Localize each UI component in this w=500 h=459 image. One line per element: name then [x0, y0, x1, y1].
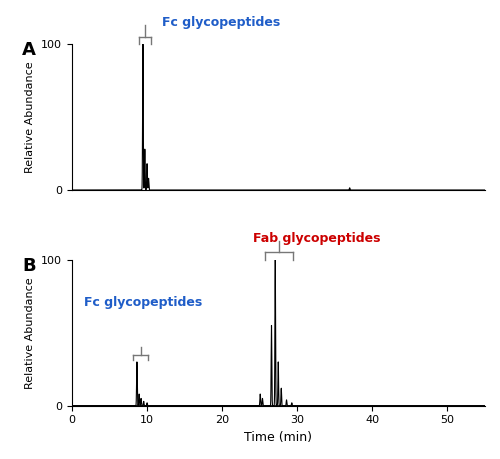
Text: Fc glycopeptides: Fc glycopeptides: [162, 17, 280, 29]
Text: Fc glycopeptides: Fc glycopeptides: [84, 296, 202, 309]
Text: A: A: [22, 41, 36, 59]
Text: B: B: [22, 257, 36, 275]
X-axis label: Time (min): Time (min): [244, 431, 312, 444]
Y-axis label: Relative Abundance: Relative Abundance: [25, 61, 35, 173]
Text: Fab glycopeptides: Fab glycopeptides: [254, 232, 381, 245]
Y-axis label: Relative Abundance: Relative Abundance: [25, 277, 35, 389]
